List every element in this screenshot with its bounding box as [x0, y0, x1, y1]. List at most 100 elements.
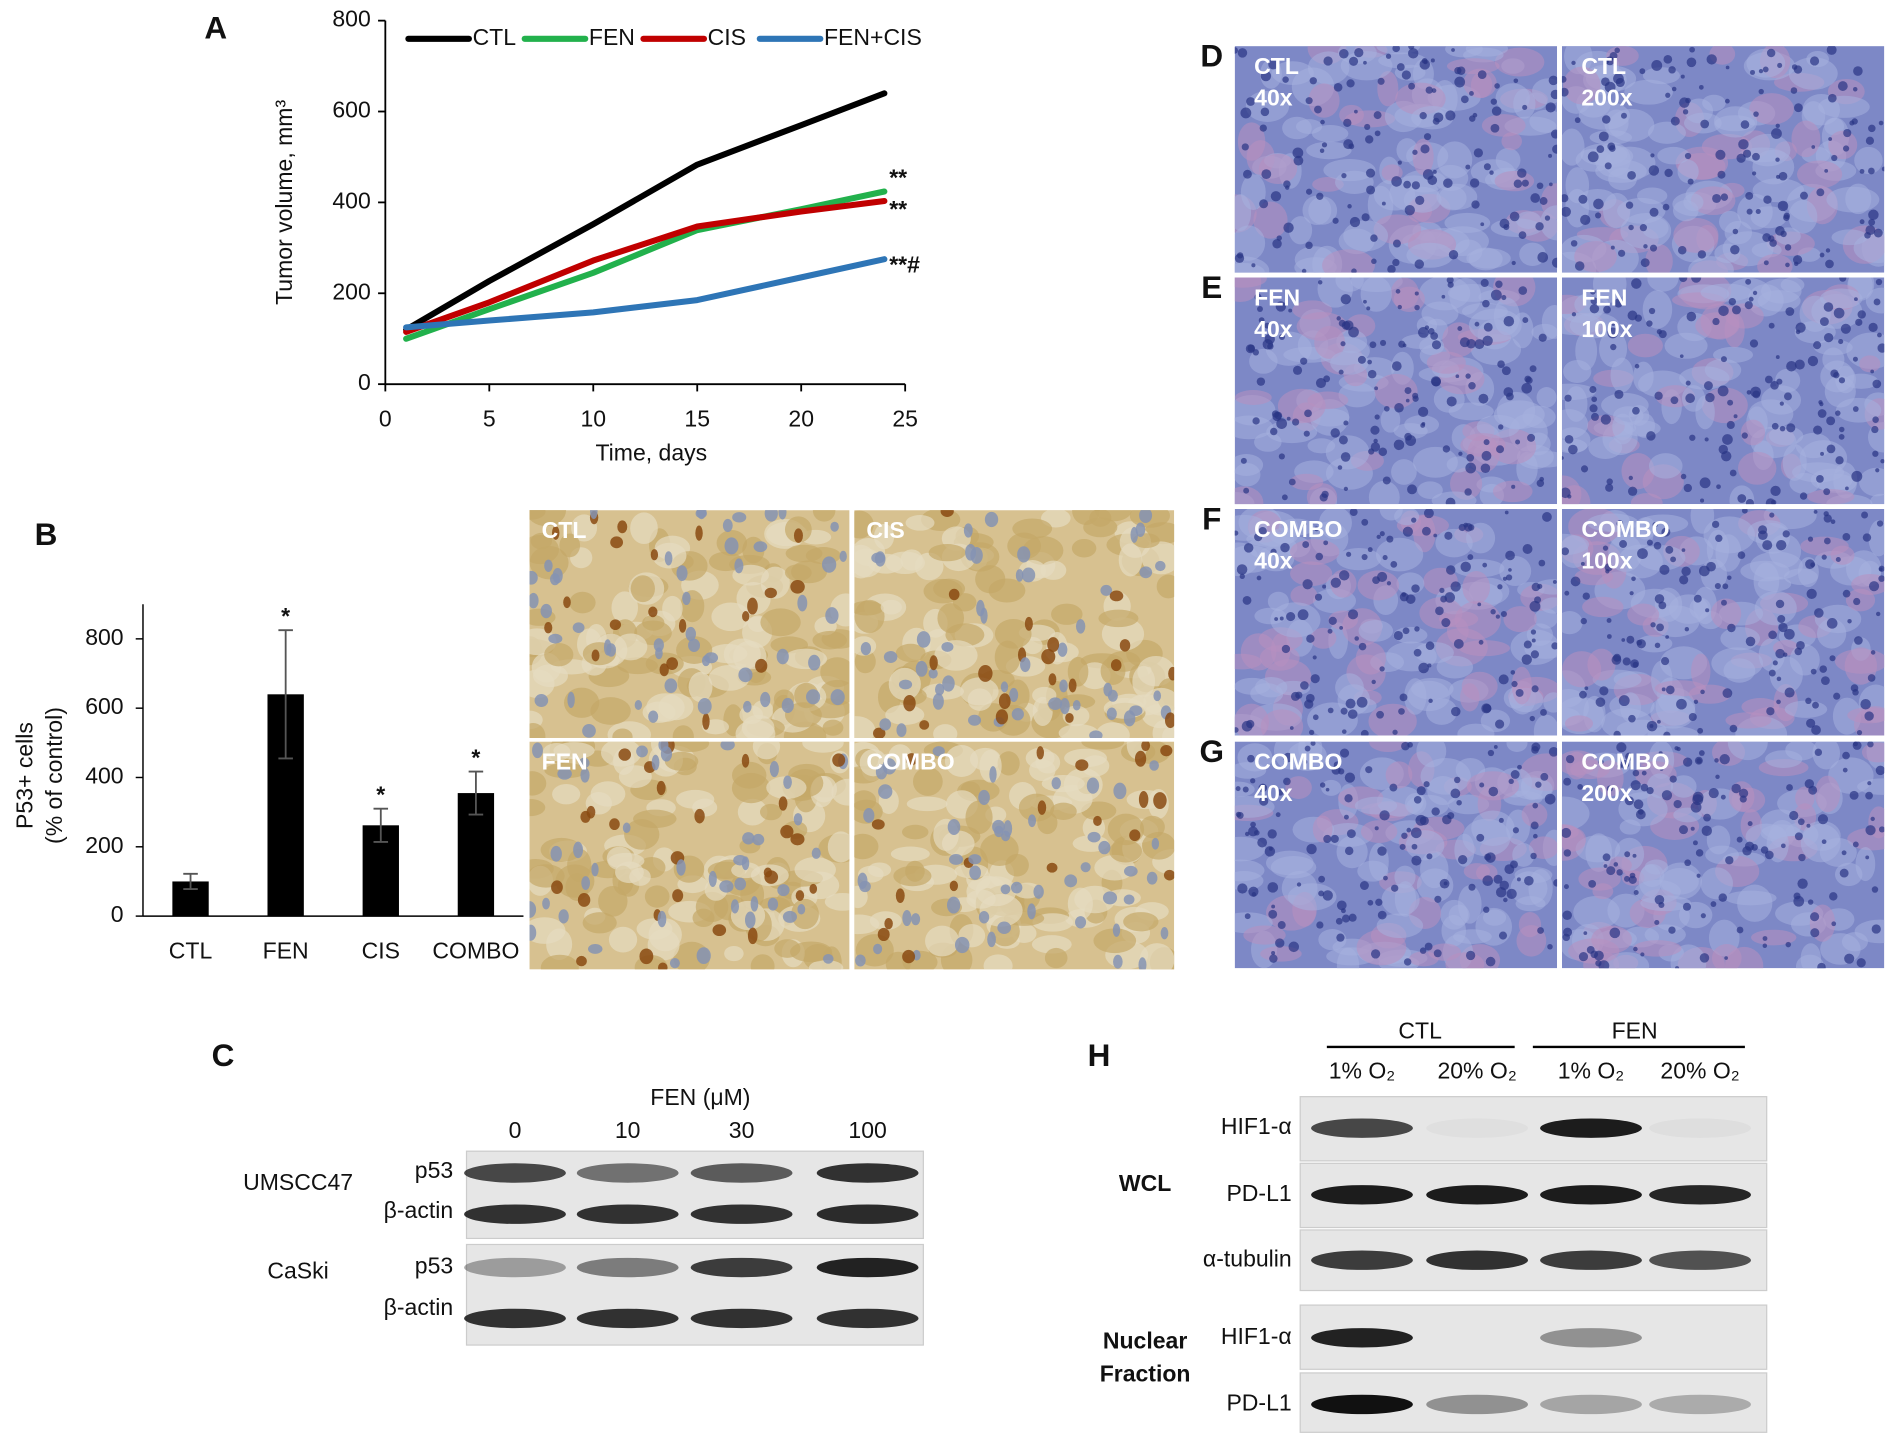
texture-nucleus: [1806, 588, 1817, 599]
texture-nucleus: [1856, 729, 1863, 736]
texture-nucleus: [1417, 406, 1429, 418]
texture-nucleus: [1283, 752, 1293, 763]
texture-nucleus: [782, 910, 797, 923]
texture-nucleus: [1467, 554, 1474, 561]
dose-label: 0: [509, 1117, 522, 1143]
texture-cell: [1411, 106, 1454, 130]
texture-cell: [967, 688, 993, 711]
texture-cell: [529, 722, 546, 738]
texture-nucleus: [1712, 193, 1722, 203]
texture-nucleus: [1374, 826, 1379, 831]
texture-cell: [1534, 579, 1558, 595]
legend-label: FEN: [589, 24, 635, 50]
texture-cell: [1436, 655, 1474, 679]
texture-nucleus: [1428, 698, 1433, 704]
texture-cell: [1322, 249, 1375, 273]
texture-cell: [1109, 839, 1143, 863]
texture-nucleus: [1764, 850, 1774, 860]
texture-nucleus: [1237, 48, 1248, 58]
texture-nucleus: [1701, 825, 1712, 836]
texture-nucleus: [1406, 827, 1412, 833]
texture-nucleus: [1793, 892, 1801, 900]
texture-cell: [1234, 762, 1267, 779]
texture-nucleus: [1321, 142, 1328, 148]
texture-nucleus: [970, 547, 983, 564]
texture-nucleus: [1812, 701, 1819, 709]
texture-nucleus: [542, 897, 550, 910]
texture-nucleus: [1859, 168, 1865, 174]
texture-nucleus: [1621, 638, 1626, 642]
texture-nucleus: [1591, 396, 1598, 403]
texture-nucleus: [1418, 326, 1429, 338]
texture-cell: [590, 781, 626, 807]
legend-label: CTL: [473, 24, 517, 50]
texture-nucleus: [1706, 54, 1717, 65]
texture-nucleus: [1080, 862, 1091, 873]
texture-nucleus: [1281, 494, 1288, 501]
texture-nucleus: [1236, 564, 1248, 575]
texture-nucleus: [969, 865, 981, 880]
texture-nucleus: [1633, 889, 1639, 895]
texture-nucleus: [1338, 369, 1344, 375]
texture-cell: [997, 751, 1020, 776]
texture-cell: [1691, 653, 1711, 690]
texture-cell: [1712, 346, 1754, 363]
texture-cell: [1051, 603, 1083, 625]
texture-nucleus: [1681, 566, 1691, 577]
texture-nucleus: [1630, 780, 1641, 791]
blot-band: [1540, 1185, 1642, 1205]
texture-nucleus: [1634, 363, 1640, 369]
texture-nucleus: [1561, 827, 1572, 839]
texture-cell: [1574, 568, 1614, 586]
texture-nucleus: [1639, 224, 1647, 232]
texture-nucleus: [1842, 145, 1850, 152]
texture-nucleus: [1234, 253, 1245, 263]
texture-nucleus: [567, 691, 575, 709]
texture-nucleus: [1849, 790, 1859, 800]
texture-nucleus: [1270, 191, 1282, 202]
texture-cell: [672, 725, 694, 738]
texture-nucleus: [1515, 439, 1521, 445]
texture-nucleus: [1831, 154, 1838, 162]
texture-cell: [1433, 164, 1469, 192]
texture-nucleus: [1271, 410, 1280, 418]
texture-cell: [1494, 47, 1545, 77]
texture-cell: [906, 796, 948, 812]
texture-nucleus: [1658, 601, 1667, 610]
texture-nucleus: [682, 591, 691, 606]
texture-nucleus: [1450, 581, 1461, 592]
texture-nucleus: [1705, 608, 1710, 613]
texture-nucleus: [1731, 305, 1741, 315]
panel-letter: F: [1202, 500, 1221, 536]
texture-nucleus: [1370, 949, 1381, 959]
blot-band: [464, 1308, 566, 1329]
protein-label: HIF1-α: [1221, 1323, 1292, 1349]
texture-nucleus: [1398, 708, 1405, 715]
texture-cell: [1307, 51, 1350, 85]
image-magnification: 40x: [1254, 780, 1293, 806]
texture-cell: [1338, 228, 1375, 255]
texture-nucleus: [1842, 767, 1848, 773]
texture-cell: [1123, 912, 1159, 932]
texture-nucleus: [1399, 592, 1409, 602]
texture-nucleus: [1488, 786, 1499, 797]
texture-nucleus: [1806, 718, 1816, 728]
protein-label: β-actin: [384, 1294, 454, 1320]
texture-cell: [1270, 855, 1317, 879]
texture-nucleus: [1661, 527, 1671, 537]
texture-nucleus: [1770, 485, 1781, 497]
texture-nucleus: [911, 913, 921, 926]
texture-nucleus: [1270, 427, 1278, 436]
texture-nucleus: [1521, 382, 1533, 394]
texture-cell: [1234, 277, 1267, 288]
texture-nucleus: [1699, 953, 1710, 963]
texture-nucleus: [948, 588, 960, 601]
texture-nucleus: [1540, 709, 1547, 716]
texture-cell: [662, 595, 683, 622]
texture-nucleus: [1419, 947, 1427, 954]
texture-nucleus: [1370, 442, 1381, 452]
texture-cell: [1412, 138, 1434, 175]
texture-nucleus: [1786, 423, 1796, 433]
texture-nucleus: [1379, 810, 1390, 821]
